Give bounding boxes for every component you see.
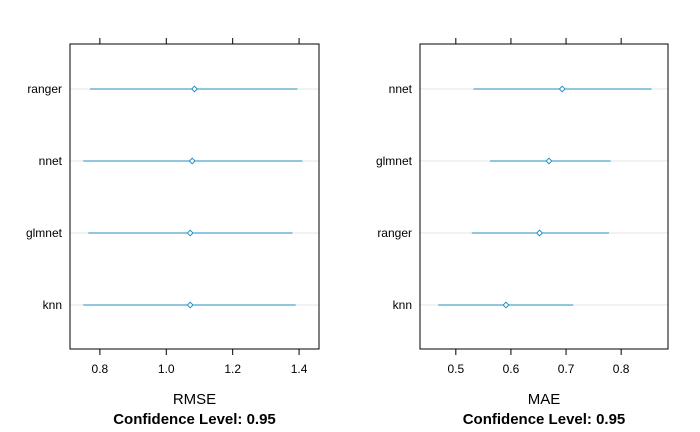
x-tick-label: 0.8	[613, 362, 630, 376]
y-category-label: glmnet	[376, 154, 413, 168]
x-tick-label: 1.0	[158, 362, 175, 376]
confidence-subtitle: Confidence Level: 0.95	[463, 411, 626, 428]
estimate-point	[186, 301, 194, 309]
plot-frame	[419, 43, 669, 350]
y-category-label: knn	[43, 298, 62, 312]
panel-mae: 0.5 0.6 0.7 0.8 nnet glmnet ranger knn MAE Confid…	[376, 38, 669, 428]
x-tick-label: 1.2	[224, 362, 241, 376]
estimate-point	[186, 229, 194, 237]
estimate-point	[190, 85, 199, 93]
x-tick-label: 1.4	[291, 362, 308, 376]
y-category-label: ranger	[377, 226, 412, 240]
x-tick-label: 0.5	[447, 362, 464, 376]
x-tick-label: 0.8	[92, 362, 109, 376]
estimate-point	[558, 85, 566, 93]
confidence-subtitle: Confidence Level: 0.95	[113, 411, 276, 428]
x-tick-label: 0.7	[558, 362, 575, 376]
y-category-label: ranger	[27, 82, 62, 96]
y-category-label: nnet	[389, 82, 413, 96]
x-tick-label: 0.6	[503, 362, 520, 376]
y-category-label: knn	[393, 298, 412, 312]
estimate-point	[188, 157, 196, 165]
y-category-label: glmnet	[26, 226, 63, 240]
estimate-point	[502, 301, 510, 309]
estimate-point	[545, 157, 553, 165]
estimate-point	[536, 229, 544, 237]
plot-frame	[69, 43, 320, 350]
y-category-label: nnet	[39, 154, 63, 168]
x-axis-title: MAE	[528, 391, 561, 408]
x-axis-title: RMSE	[173, 391, 216, 408]
panel-rmse: 0.8 1.0 1.2 1.4 ranger nnet glmnet knn RMSE Confi…	[26, 38, 320, 428]
